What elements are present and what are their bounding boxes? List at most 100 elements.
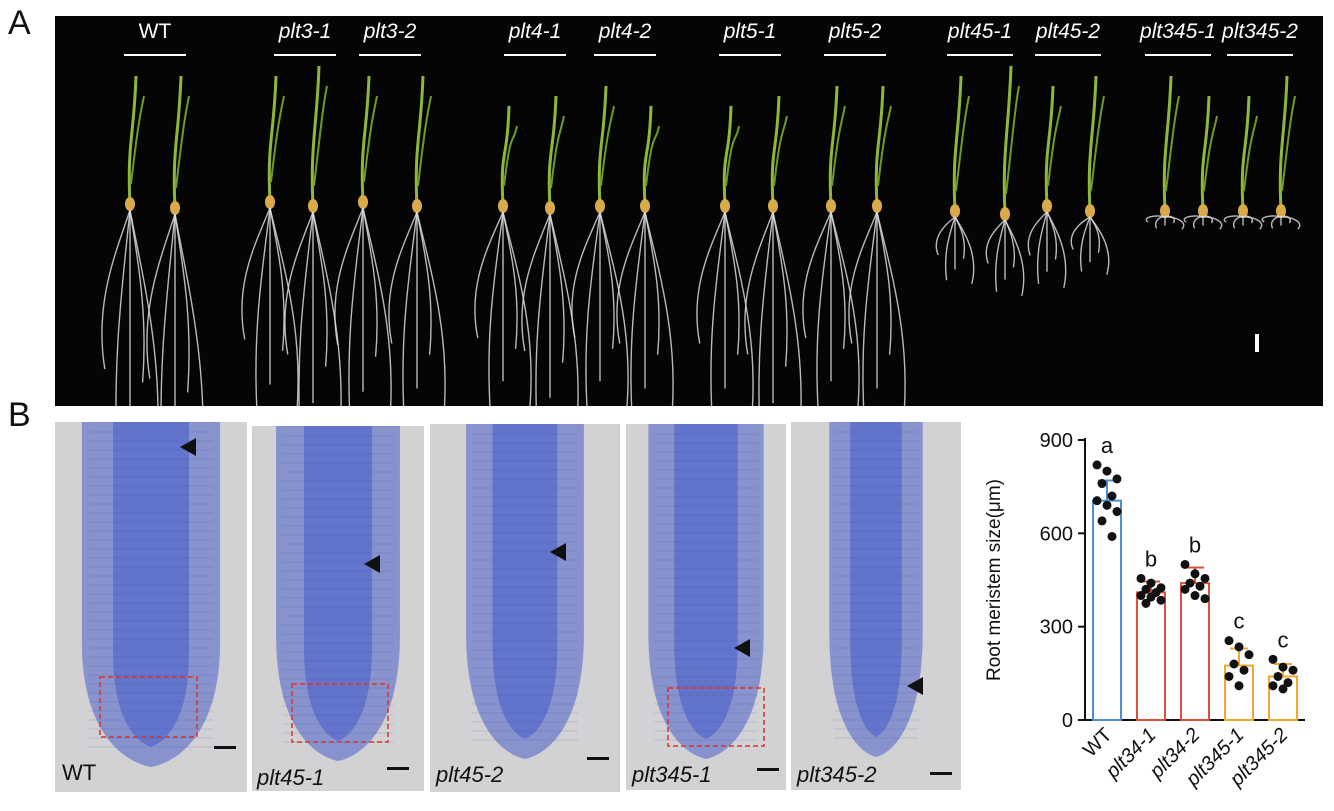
seedling-root <box>724 211 740 355</box>
seedling-leaf <box>503 125 518 187</box>
data-point <box>1268 654 1278 664</box>
seedling-root <box>502 211 518 349</box>
root-image-plt345-1 <box>626 424 786 790</box>
seedling-root <box>630 211 646 423</box>
seedling-shoot <box>1162 75 1173 212</box>
photo-scale-bar <box>1255 334 1259 352</box>
seedling-root <box>1242 216 1263 230</box>
data-point <box>1097 516 1107 526</box>
genotype-underline <box>1227 54 1293 56</box>
data-point <box>1141 584 1151 594</box>
seedling-root <box>1233 216 1244 229</box>
root-scale-bar <box>214 746 236 749</box>
data-point <box>1146 592 1156 602</box>
root-stele <box>303 426 373 741</box>
data-point <box>1244 650 1254 660</box>
seedling-root <box>160 213 176 477</box>
seedling-shoot <box>414 75 425 207</box>
seedling-root <box>1004 219 1025 297</box>
seedling-shoot <box>1044 85 1055 207</box>
seedling-root <box>362 207 392 439</box>
seedling-root <box>830 211 846 349</box>
seedling-root <box>744 211 774 355</box>
root-stele <box>492 424 558 739</box>
genotype-underline <box>594 54 656 56</box>
seedling-root <box>954 216 975 284</box>
seed <box>768 199 778 213</box>
seedling-root <box>1089 216 1100 253</box>
seedling-root <box>935 216 956 256</box>
seedling-leaf <box>175 95 190 189</box>
root-image-wt <box>55 422 247 792</box>
root-label-plt45-1: plt45-1 <box>257 765 325 790</box>
data-point <box>1278 684 1288 694</box>
seedling-shoot <box>360 75 371 203</box>
meristem-boundary-arrowhead <box>907 677 923 695</box>
y-tick-label: 0 <box>1062 710 1073 732</box>
seedling-root <box>146 213 176 379</box>
data-point <box>1273 671 1283 681</box>
data-point <box>1185 578 1195 588</box>
seedling-leaf <box>313 85 328 187</box>
stem-cell-niche-box <box>291 683 389 743</box>
seed <box>720 199 730 213</box>
genotype-underline <box>719 54 781 56</box>
data-point <box>1136 573 1146 583</box>
genotype-label: plt45-2 <box>1035 20 1101 43</box>
seedling-root <box>241 207 271 340</box>
genotype-underline <box>824 54 886 56</box>
seedling-root <box>876 211 892 355</box>
seedling-root <box>1046 211 1067 289</box>
significance-letter: a <box>1101 433 1114 458</box>
seedling-leaf <box>1243 115 1258 192</box>
seedling-leaf <box>725 125 740 187</box>
seedling-leaf <box>1005 85 1020 195</box>
seedling-root <box>1089 216 1110 275</box>
data-point <box>1107 491 1117 501</box>
panel-b-letter: B <box>8 396 31 434</box>
seed <box>826 199 836 213</box>
root-label-wt: WT <box>62 760 97 785</box>
seedling-root <box>101 209 131 370</box>
seedling-shoot <box>1240 95 1251 212</box>
seedling-root <box>816 211 832 414</box>
seedling-root <box>954 216 965 259</box>
data-point <box>1195 581 1205 591</box>
seedling-leaf <box>270 95 285 183</box>
seedling-shoot <box>874 85 885 207</box>
meristem-boundary-arrowhead <box>550 543 566 561</box>
seedling-leaf <box>550 115 565 189</box>
seedling-root <box>298 211 314 440</box>
seedling-root <box>644 211 674 434</box>
data-point <box>1268 681 1278 691</box>
root-image-plt345-2 <box>791 422 961 790</box>
seed <box>498 199 508 213</box>
data-point <box>1092 496 1102 506</box>
seedling-root <box>1046 211 1057 260</box>
seedling-root <box>416 211 432 355</box>
seed <box>595 199 605 213</box>
bar <box>1092 499 1122 721</box>
data-point <box>1156 595 1166 605</box>
seedling-root <box>521 213 551 352</box>
seedling-shoot <box>172 75 183 209</box>
data-point <box>1224 636 1234 646</box>
seedling-leaf <box>1203 115 1218 192</box>
root-label-plt345-2: plt345-2 <box>797 762 877 787</box>
stem-cell-niche-box <box>99 676 198 738</box>
significance-letter: c <box>1278 627 1289 652</box>
data-point <box>1136 591 1146 601</box>
seedling-leaf <box>645 125 660 187</box>
seedling-root <box>985 219 1006 264</box>
seedling-shoot <box>828 85 839 207</box>
root-label-plt45-2: plt45-2 <box>436 762 504 787</box>
y-tick-label: 900 <box>1040 430 1073 452</box>
data-point <box>1180 559 1190 569</box>
significance-letter: b <box>1145 546 1157 571</box>
seedling-shoot <box>310 65 321 207</box>
seedling-root <box>549 213 565 363</box>
seedling-root <box>830 211 860 425</box>
data-point <box>1229 659 1239 669</box>
seed <box>412 199 422 213</box>
meristem-boundary-arrowhead <box>734 639 750 657</box>
